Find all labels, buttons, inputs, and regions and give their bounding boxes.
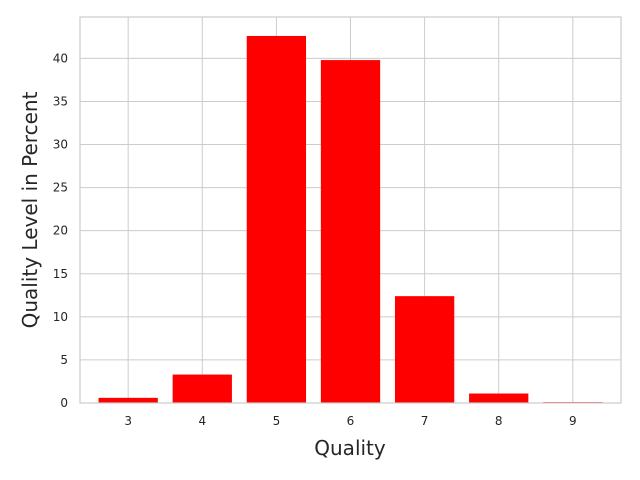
x-tick-label: 7	[421, 414, 429, 428]
bar-quality-8	[469, 393, 529, 403]
bar-quality-6	[320, 60, 381, 404]
x-axis-label: Quality	[314, 436, 386, 460]
x-tick-label: 3	[124, 414, 132, 428]
x-tick-label: 6	[347, 414, 355, 428]
x-tick-label: 9	[569, 414, 577, 428]
y-tick-labels: 0 5 10 15 20 25 30 35 40	[53, 51, 68, 410]
bars	[98, 35, 603, 404]
bar-quality-4	[172, 374, 232, 403]
y-tick-label: 10	[53, 310, 68, 324]
x-tick-labels: 3 4 5 6 7 8 9	[124, 414, 576, 428]
x-tick-label: 8	[495, 414, 503, 428]
axes-frame	[79, 16, 622, 404]
y-tick-label: 30	[53, 138, 68, 152]
bar-quality-7	[394, 296, 455, 403]
bar-quality-3	[98, 397, 158, 403]
y-tick-label: 5	[60, 353, 68, 367]
bar-quality-5	[246, 35, 307, 404]
y-tick-label: 35	[53, 94, 68, 108]
y-axis-label: Quality Level in Percent	[18, 91, 42, 328]
x-tick-label: 5	[273, 414, 281, 428]
x-tick-label: 4	[198, 414, 206, 428]
y-tick-label: 20	[53, 224, 68, 238]
axes-spines	[79, 16, 622, 404]
y-tick-label: 15	[53, 267, 68, 281]
y-tick-label: 0	[60, 396, 68, 410]
y-tick-label: 40	[53, 51, 68, 65]
y-tick-label: 25	[53, 181, 68, 195]
